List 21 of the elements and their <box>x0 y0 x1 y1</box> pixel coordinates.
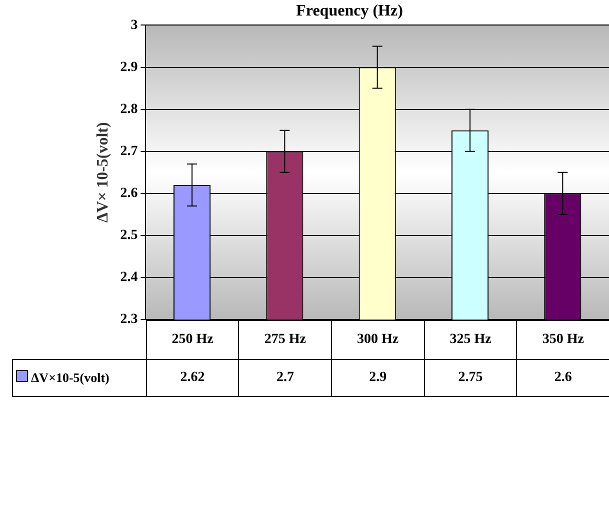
data-label: 2.62 <box>146 358 240 397</box>
y-tick-label: 2.4 <box>120 270 138 286</box>
x-tick-label: 250 Hz <box>146 320 240 360</box>
data-label: 2.6 <box>516 358 609 397</box>
data-label: 2.75 <box>424 358 518 397</box>
y-tick-label: 3 <box>130 18 138 33</box>
x-tick-label: 275 Hz <box>238 320 332 360</box>
y-tick-label: 2.8 <box>120 102 138 117</box>
x-tick-label: 300 Hz <box>331 320 425 360</box>
chart-title: Frequency (Hz) <box>296 2 403 20</box>
y-tick-label: 2.7 <box>120 144 138 159</box>
y-tick-label: 2.9 <box>120 60 138 75</box>
x-tick-label: 350 Hz <box>516 320 609 360</box>
y-tick-label: 2.5 <box>120 228 138 244</box>
y-tick-label: 2.6 <box>120 186 138 202</box>
data-label: 2.9 <box>331 358 425 397</box>
y-tick-label: 2.3 <box>120 312 138 328</box>
legend-label: ΔV×10-5(volt) <box>30 370 110 386</box>
data-label: 2.7 <box>238 358 332 397</box>
y-axis-title: ΔV× 10-5(volt) <box>94 122 112 223</box>
x-tick-label: 325 Hz <box>424 320 518 360</box>
